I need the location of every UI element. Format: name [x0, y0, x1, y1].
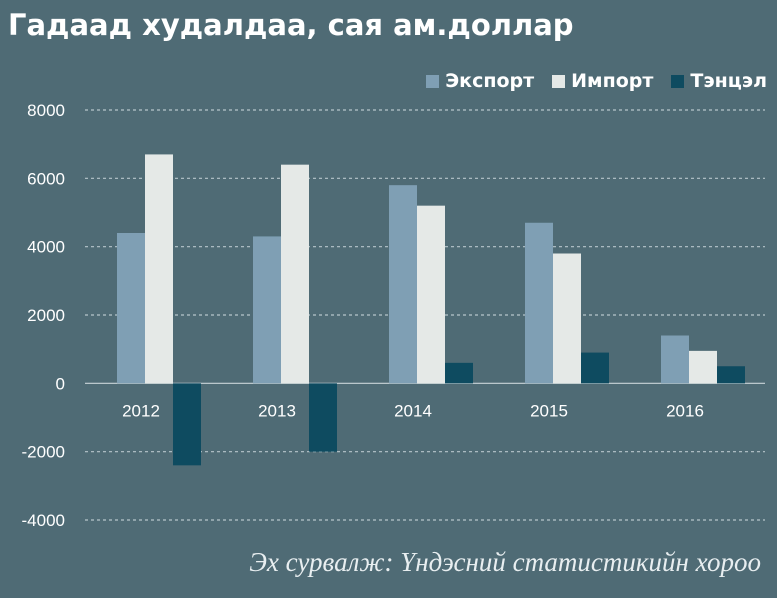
x-tick-label-2013: 2013: [258, 401, 296, 420]
y-tick-label-2: 4000: [27, 238, 65, 257]
bar-2013-series-2: [309, 383, 337, 452]
bar-2015-series-0: [525, 222, 553, 384]
bar-2015-series-2: [581, 352, 609, 384]
legend-label-export: Экспорт: [445, 70, 535, 92]
bar-2015-series-1: [553, 253, 581, 384]
legend-swatch-export: [426, 74, 440, 88]
label-layer: 8000 6000 4000 2000 0 -2000 -4000 2012 2013 2014 2…: [22, 101, 704, 530]
y-tick-label-3: 2000: [27, 306, 65, 325]
x-tick-label-2012: 2012: [122, 401, 160, 420]
y-tick-label-1: 6000: [27, 169, 65, 188]
bar-2013-series-0: [253, 236, 281, 384]
legend-swatch-balance: [671, 74, 685, 88]
x-tick-label-2014: 2014: [394, 401, 432, 420]
legend-label-balance: Тэнцэл: [690, 70, 767, 92]
bar-2014-series-0: [389, 185, 417, 384]
bar-2016-series-2: [717, 366, 745, 384]
y-tick-label-0: 8000: [27, 101, 65, 120]
legend-item-import: Импорт: [552, 70, 653, 92]
bar-2016-series-0: [661, 335, 689, 384]
legend: Экспорт Импорт Тэнцэл: [426, 70, 767, 92]
bar-2012-series-1: [145, 154, 173, 384]
y-tick-label-4: 0: [56, 374, 65, 393]
legend-swatch-import: [552, 74, 566, 88]
x-tick-label-2015: 2015: [530, 401, 568, 420]
legend-item-balance: Тэнцэл: [671, 70, 767, 92]
bar-2013-series-1: [281, 164, 309, 384]
y-tick-label-5: -2000: [22, 443, 65, 462]
bar-2014-series-1: [417, 205, 445, 384]
bar-2012-series-0: [117, 233, 145, 384]
bar-2012-series-2: [173, 383, 201, 466]
bar-2016-series-1: [689, 350, 717, 384]
bar-2014-series-2: [445, 362, 473, 384]
y-tick-label-6: -4000: [22, 511, 65, 530]
chart-title: Гадаад худалдаа, сая ам.доллар: [8, 8, 574, 42]
source-note: Эх сурвалж: Үндэсний статистикийн хороо: [249, 547, 761, 577]
legend-item-export: Экспорт: [426, 70, 534, 92]
legend-label-import: Импорт: [571, 70, 654, 92]
x-tick-label-2016: 2016: [666, 401, 704, 420]
bar-layer: [117, 154, 745, 466]
